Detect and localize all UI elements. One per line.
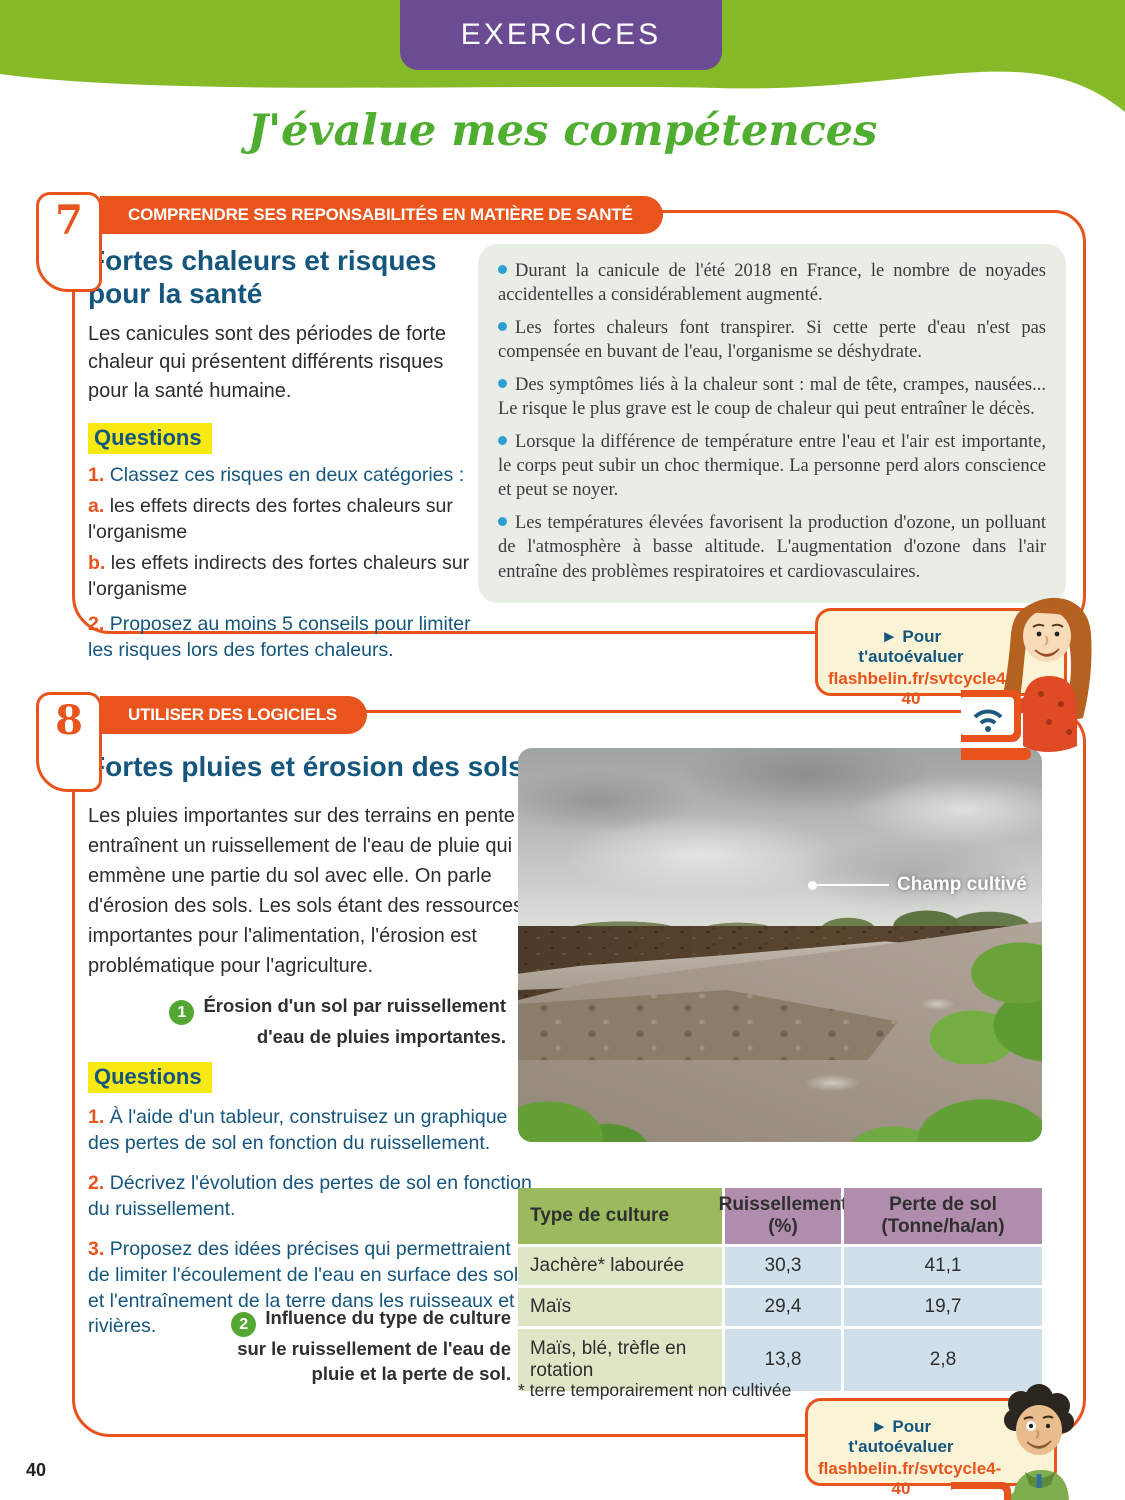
questions-label: Questions [88,1062,212,1093]
figure-2-caption: 2 Influence du type de culture sur le ru… [211,1306,511,1387]
page-number: 40 [26,1460,47,1480]
annotation-dot-icon [808,880,817,890]
question-item: 2. Proposez au moins 5 conseils pour lim… [88,612,486,664]
table-cell: Jachère* labourée [518,1246,722,1285]
question-text: À l'aide d'un tableur, construisez un gr… [88,1106,508,1154]
table-cell: 30,3 [725,1246,841,1285]
table-footnote: * terre temporairement non cultivée [518,1380,792,1400]
bullet-text: Lorsque la différence de température ent… [498,432,1046,501]
arrow-icon: ► [870,1417,888,1436]
table-cell: 19,7 [844,1287,1042,1326]
question-item: 2. Décrivez l'évolution des pertes de so… [88,1171,532,1223]
table-cell: 2,8 [844,1328,1042,1391]
document-bullet: Les températures élevées favorisent la p… [498,511,1046,583]
culture-table: Type de culture Ruissellement (%) Perte … [518,1188,1042,1391]
exercise-8-left-column: Fortes pluies et érosion des sols Les pl… [88,750,540,981]
self-assessment-url[interactable]: flashbelin.fr/svtcycle4-40 [828,669,1012,708]
arrow-icon: ► [880,627,898,646]
exercise-7: 7 COMPRENDRE SES REPONSABILITÉS EN MATIÈ… [36,192,1092,760]
exercise-8-number: 8 [36,692,102,792]
table-cell: Maïs [518,1287,722,1326]
bullet-text: Les températures élevées favorisent la p… [498,513,1046,582]
photo-treeline [518,894,1042,930]
exercise-8-frame [72,710,1086,1437]
question-number: a. [88,495,105,518]
bullet-icon [498,322,507,332]
question-number: b. [88,552,106,574]
exercise-7-left-column: Fortes chaleurs et risques pour la santé… [88,244,486,664]
exercise-8-title: Fortes pluies et érosion des sols [88,751,524,782]
erosion-photo: Champ cultivé [518,748,1042,1142]
question-item: a. les effets directs des fortes chaleur… [88,494,486,546]
document-bullet: Lorsque la différence de température ent… [498,430,1046,502]
question-item: 1. À l'aide d'un tableur, construisez un… [88,1105,532,1157]
question-text: Proposez au moins 5 conseils pour limite… [88,612,471,661]
table-cell: Maïs, blé, trèfle en rotation [518,1328,722,1391]
figure-1-caption-text: Érosion d'un sol par ruissellement d'eau… [203,995,506,1048]
exercise-7-intro: Les canicules sont des périodes de forte… [88,323,446,402]
bullet-text: Durant la canicule de l'été 2018 en Fran… [498,261,1046,306]
document-bullet: Des symptômes liés à la chaleur sont : m… [498,373,1046,421]
question-number: 2. [88,612,105,635]
exercices-tab: EXERCICES [400,0,722,70]
question-item: 1. Classez ces risques en deux catégorie… [88,463,486,489]
exercise-7-number: 7 [36,192,102,292]
table-header-ruissellement: Ruissellement (%) [719,1188,847,1244]
photo-grass-right [868,934,1042,1064]
self-assessment-label: ► Pour t'autoévaluer [858,627,964,666]
photo-grass-bottom-left [518,1050,698,1142]
figure-2-caption-text: Influence du type de culture sur le ruis… [237,1307,511,1385]
table-cell: 41,1 [844,1246,1042,1285]
document-bullet: Durant la canicule de l'été 2018 en Fran… [498,259,1046,307]
questions-label: Questions [88,423,212,455]
question-number: 1. [88,464,105,487]
question-text: Proposez des idées précises qui permettr… [88,1237,528,1338]
figure-1-caption: 1 Érosion d'un sol par ruissellement d'e… [150,994,506,1050]
question-number: 3. [88,1237,105,1260]
photo-annotation: Champ cultivé [808,874,1027,896]
exercise-8: 8 UTILISER DES LOGICIELS Fortes pluies e… [36,692,1092,1500]
exercise-7-competence: COMPRENDRE SES REPONSABILITÉS EN MATIÈRE… [100,196,663,234]
figure-2-number: 2 [231,1312,257,1338]
annotation-line [817,883,889,887]
question-text: Classez ces risques en deux catégories : [109,464,465,487]
bullet-text: Les fortes chaleurs font transpirer. Si … [498,318,1046,363]
table-header-perte: Perte de sol (Tonne/ha/an) [844,1188,1042,1244]
boy-illustration [951,1384,1074,1500]
exercise-8-intro: Les pluies importantes sur des terrains … [88,805,524,978]
question-item: b. les effets indirects des fortes chale… [88,551,486,603]
girl-illustration [961,597,1092,760]
photo-annotation-text: Champ cultivé [897,874,1027,895]
exercise-8-questions: Questions 1. À l'aide d'un tableur, cons… [88,1062,532,1340]
exercise-7-title: Fortes chaleurs et risques pour la santé [88,245,437,310]
self-assessment-url[interactable]: flashbelin.fr/svtcycle4-40 [818,1459,1002,1498]
document-box: Durant la canicule de l'été 2018 en Fran… [478,244,1066,603]
bullet-text: Des symptômes liés à la chaleur sont : m… [498,375,1046,420]
question-text: les effets directs des fortes chaleurs s… [88,495,453,544]
self-assessment-label: ► Pour t'autoévaluer [848,1417,954,1456]
page-title: J'évalue mes compétences [247,106,878,156]
table-cell: 29,4 [725,1287,841,1326]
question-text: les effets indirects des fortes chaleurs… [88,552,470,600]
bullet-icon [498,379,507,389]
bullet-icon [498,265,507,274]
bullet-icon [498,436,507,446]
question-number: 2. [88,1171,105,1194]
table-header-culture: Type de culture [518,1188,722,1244]
question-item: 3. Proposez des idées précises qui perme… [88,1237,532,1341]
table-cell: 13,8 [725,1328,841,1391]
exercise-8-competence: UTILISER DES LOGICIELS [100,696,368,734]
self-assessment-badge: ► Pour t'autoévaluer flashbelin.fr/svtcy… [805,1398,1057,1498]
question-text: Décrivez l'évolution des pertes de sol e… [88,1171,532,1220]
question-number: 1. [88,1106,105,1128]
document-bullet: Les fortes chaleurs font transpirer. Si … [498,316,1046,364]
figure-1-number: 1 [169,1000,195,1026]
photo-grass-bottom-right [802,1046,1042,1142]
bullet-icon [498,517,507,527]
